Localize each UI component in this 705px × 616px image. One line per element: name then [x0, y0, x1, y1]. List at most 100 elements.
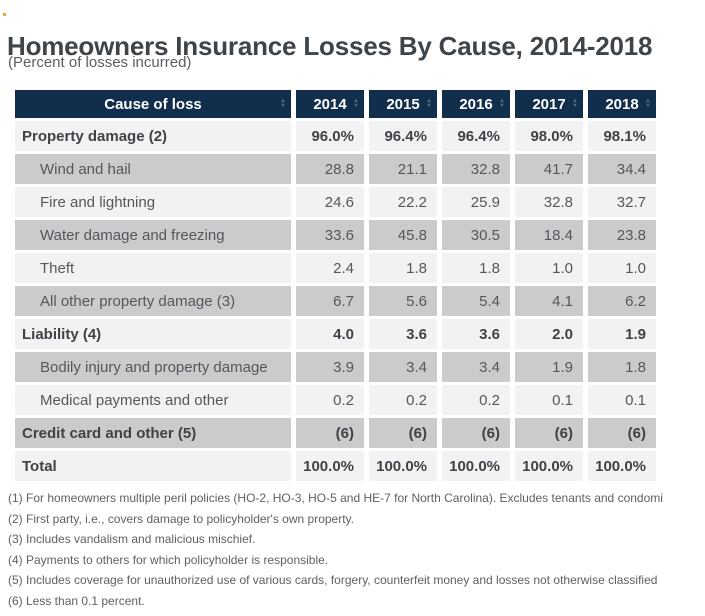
value-cell: 100.0%	[369, 451, 437, 481]
column-header-2018[interactable]: 2018 ▲ ▼	[588, 90, 656, 118]
value-cell: 24.6	[296, 187, 364, 217]
row-label: Total	[15, 451, 291, 481]
table-row-liability: Liability (4) 4.0 3.6 3.6 2.0 1.9	[15, 319, 656, 349]
table-row-medical-payments: Medical payments and other 0.2 0.2 0.2 0…	[15, 385, 656, 415]
value-cell: 1.8	[369, 253, 437, 283]
value-cell: (6)	[296, 418, 364, 448]
value-cell: 3.6	[442, 319, 510, 349]
value-cell: 21.1	[369, 154, 437, 184]
value-cell: 98.1%	[588, 121, 656, 151]
value-cell: 0.1	[515, 385, 583, 415]
table-row-property-damage: Property damage (2) 96.0% 96.4% 96.4% 98…	[15, 121, 656, 151]
row-label: Credit card and other (5)	[15, 418, 291, 448]
value-cell: 6.7	[296, 286, 364, 316]
value-cell: 100.0%	[442, 451, 510, 481]
value-cell: (6)	[369, 418, 437, 448]
table-row-bodily-injury: Bodily injury and property damage 3.9 3.…	[15, 352, 656, 382]
value-cell: 1.8	[588, 352, 656, 382]
column-header-label: 2018	[605, 95, 639, 113]
value-cell: 100.0%	[515, 451, 583, 481]
sort-icon: ▲ ▼	[426, 98, 432, 109]
footnote-3: (3) Includes vandalism and malicious mis…	[8, 532, 256, 546]
table-row-credit-card: Credit card and other (5) (6) (6) (6) (6…	[15, 418, 656, 448]
value-cell: 1.8	[442, 253, 510, 283]
value-cell: 25.9	[442, 187, 510, 217]
row-label: Liability (4)	[15, 319, 291, 349]
footnote-2: (2) First party, i.e., covers damage to …	[8, 511, 354, 526]
value-cell: 3.4	[369, 352, 437, 382]
page-subtitle: (Percent of losses incurred)	[8, 54, 192, 71]
value-cell: 34.4	[588, 154, 656, 184]
value-cell: 100.0%	[296, 451, 364, 481]
page-title: Homeowners Insurance Losses By Cause, 20…	[7, 31, 653, 62]
column-header-label: 2016	[459, 95, 493, 113]
table-row-theft: Theft 2.4 1.8 1.8 1.0 1.0	[15, 253, 656, 283]
value-cell: 1.9	[588, 319, 656, 349]
sort-icon: ▲ ▼	[499, 98, 505, 109]
sort-icon: ▲ ▼	[645, 98, 651, 109]
value-cell: 4.1	[515, 286, 583, 316]
value-cell: 3.4	[442, 352, 510, 382]
value-cell: 28.8	[296, 154, 364, 184]
row-label: Fire and lightning	[15, 187, 291, 217]
column-header-2015[interactable]: 2015 ▲ ▼	[369, 90, 437, 118]
value-cell: 5.4	[442, 286, 510, 316]
table-row-fire-and-lightning: Fire and lightning 24.6 22.2 25.9 32.8 3…	[15, 187, 656, 217]
footnote-4: (4) Payments to others for which policyh…	[8, 552, 329, 567]
value-cell: 0.1	[588, 385, 656, 415]
column-header-2017[interactable]: 2017 ▲ ▼	[515, 90, 583, 118]
value-cell: 96.4%	[369, 121, 437, 151]
row-label: Property damage (2)	[15, 121, 291, 151]
column-header-cause-of-loss[interactable]: Cause of loss ▲ ▼	[15, 90, 291, 118]
value-cell: 0.2	[442, 385, 510, 415]
row-label: Wind and hail	[15, 154, 291, 184]
footnote-5: (5) Includes coverage for unauthorized u…	[8, 573, 658, 587]
value-cell: 100.0%	[588, 451, 656, 481]
decorative-dot	[3, 13, 6, 16]
row-label: Bodily injury and property damage	[15, 352, 291, 382]
value-cell: 30.5	[442, 220, 510, 250]
value-cell: 18.4	[515, 220, 583, 250]
value-cell: 1.9	[515, 352, 583, 382]
value-cell: 45.8	[369, 220, 437, 250]
sort-icon: ▲ ▼	[280, 98, 286, 109]
sort-icon: ▲ ▼	[353, 98, 359, 109]
column-header-2014[interactable]: 2014 ▲ ▼	[296, 90, 364, 118]
value-cell: 6.2	[588, 286, 656, 316]
table-row-water-damage-freezing: Water damage and freezing 33.6 45.8 30.5…	[15, 220, 656, 250]
column-header-label: 2014	[313, 95, 347, 113]
value-cell: 41.7	[515, 154, 583, 184]
value-cell: 32.7	[588, 187, 656, 217]
value-cell: 0.2	[296, 385, 364, 415]
value-cell: 33.6	[296, 220, 364, 250]
column-header-label: 2015	[386, 95, 420, 113]
value-cell: 4.0	[296, 319, 364, 349]
value-cell: 3.9	[296, 352, 364, 382]
value-cell: (6)	[442, 418, 510, 448]
footnote-1: (1) For homeowners multiple peril polici…	[8, 491, 663, 505]
column-header-2016[interactable]: 2016 ▲ ▼	[442, 90, 510, 118]
value-cell: 23.8	[588, 220, 656, 250]
table-row-all-other-property-damage: All other property damage (3) 6.7 5.6 5.…	[15, 286, 656, 316]
losses-table: Cause of loss ▲ ▼ 2014 ▲ ▼ 2015 ▲ ▼ 2016 ▲ ▼…	[15, 90, 656, 484]
value-cell: 2.4	[296, 253, 364, 283]
value-cell: 5.6	[369, 286, 437, 316]
table-row-wind-and-hail: Wind and hail 28.8 21.1 32.8 41.7 34.4	[15, 154, 656, 184]
row-label: Theft	[15, 253, 291, 283]
column-header-label: 2017	[532, 95, 566, 113]
column-header-label: Cause of loss	[104, 95, 202, 113]
value-cell: 22.2	[369, 187, 437, 217]
value-cell: 96.4%	[442, 121, 510, 151]
value-cell: (6)	[588, 418, 656, 448]
row-label: All other property damage (3)	[15, 286, 291, 316]
table-row-total: Total 100.0% 100.0% 100.0% 100.0% 100.0%	[15, 451, 656, 481]
table-header-row: Cause of loss ▲ ▼ 2014 ▲ ▼ 2015 ▲ ▼ 2016 ▲ ▼…	[15, 90, 656, 118]
value-cell: 1.0	[588, 253, 656, 283]
row-label: Medical payments and other	[15, 385, 291, 415]
value-cell: (6)	[515, 418, 583, 448]
footnotes: (1) For homeowners multiple peril polici…	[8, 488, 705, 611]
value-cell: 3.6	[369, 319, 437, 349]
value-cell: 32.8	[442, 154, 510, 184]
value-cell: 98.0%	[515, 121, 583, 151]
value-cell: 1.0	[515, 253, 583, 283]
